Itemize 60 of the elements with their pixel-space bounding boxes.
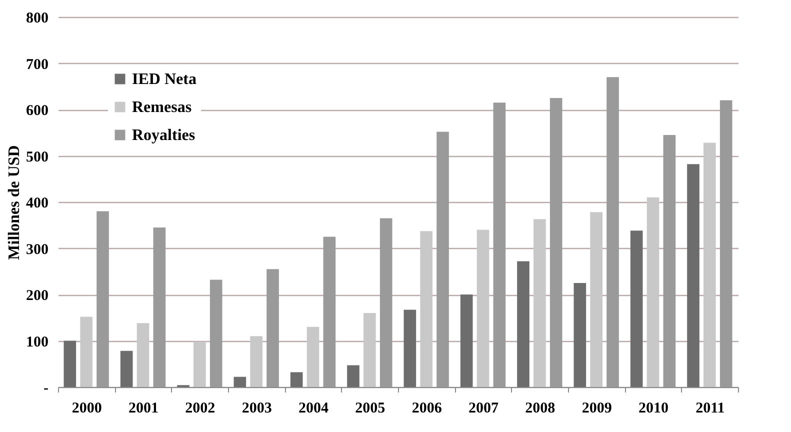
- bar: [720, 100, 732, 387]
- x-tick-label: 2009: [582, 400, 612, 416]
- bar: [606, 77, 619, 387]
- y-tick-label: 300: [26, 242, 48, 258]
- y-tick-label: 100: [26, 334, 48, 350]
- bar: [534, 219, 546, 387]
- x-tick-label: 2010: [638, 400, 668, 416]
- bar: [323, 236, 336, 387]
- y-tick-label: 800: [26, 10, 48, 26]
- x-tick-label: 2002: [185, 400, 216, 416]
- bar: [80, 316, 92, 387]
- bar: [364, 313, 376, 387]
- x-tick-label: 2001: [128, 400, 158, 416]
- bar: [590, 212, 602, 387]
- y-tick-label: 600: [26, 103, 48, 119]
- bar: [704, 142, 716, 387]
- bar: [550, 98, 562, 387]
- y-axis-title: Millones de USD: [6, 145, 23, 260]
- bar: [493, 102, 506, 387]
- x-tick-label: 2008: [525, 400, 556, 416]
- y-tick-label: -: [44, 380, 48, 396]
- bar: [687, 164, 700, 387]
- legend-label: Royalties: [132, 127, 196, 144]
- bar: [436, 132, 449, 387]
- x-tick-label: 2000: [72, 400, 102, 416]
- bar: [290, 372, 303, 387]
- bar: [476, 230, 490, 387]
- bar: [347, 365, 360, 387]
- bar: [630, 230, 643, 387]
- x-tick-label: 2005: [355, 400, 386, 416]
- x-tick-label: 2007: [468, 400, 499, 416]
- bar: [250, 336, 262, 387]
- y-tick-label: 200: [26, 288, 48, 304]
- bar: [194, 342, 206, 387]
- bar: [306, 326, 320, 387]
- bar: [153, 227, 166, 387]
- x-tick-label: 2004: [298, 400, 329, 416]
- bar: [663, 134, 676, 387]
- x-tick-label: 2006: [412, 400, 442, 416]
- legend-label: IED Neta: [132, 71, 196, 88]
- bar: [646, 197, 660, 387]
- bar: [120, 350, 133, 387]
- bar: [136, 323, 150, 387]
- y-tick-label: 400: [26, 196, 48, 212]
- bar: [64, 340, 76, 387]
- legend-label: Remesas: [132, 99, 192, 116]
- bar: [404, 310, 416, 387]
- x-tick-label: 2011: [696, 400, 725, 416]
- bar: [420, 231, 432, 387]
- bar: [234, 376, 246, 387]
- bar: [96, 211, 109, 387]
- x-tick-label: 2003: [242, 400, 272, 416]
- bar: [266, 269, 279, 387]
- bar: [574, 282, 586, 387]
- y-tick-label: 700: [26, 56, 48, 73]
- bar: [210, 280, 222, 387]
- y-tick-label: 500: [26, 149, 48, 166]
- bar: [460, 294, 473, 387]
- bar: [380, 218, 392, 387]
- bar: [517, 261, 530, 387]
